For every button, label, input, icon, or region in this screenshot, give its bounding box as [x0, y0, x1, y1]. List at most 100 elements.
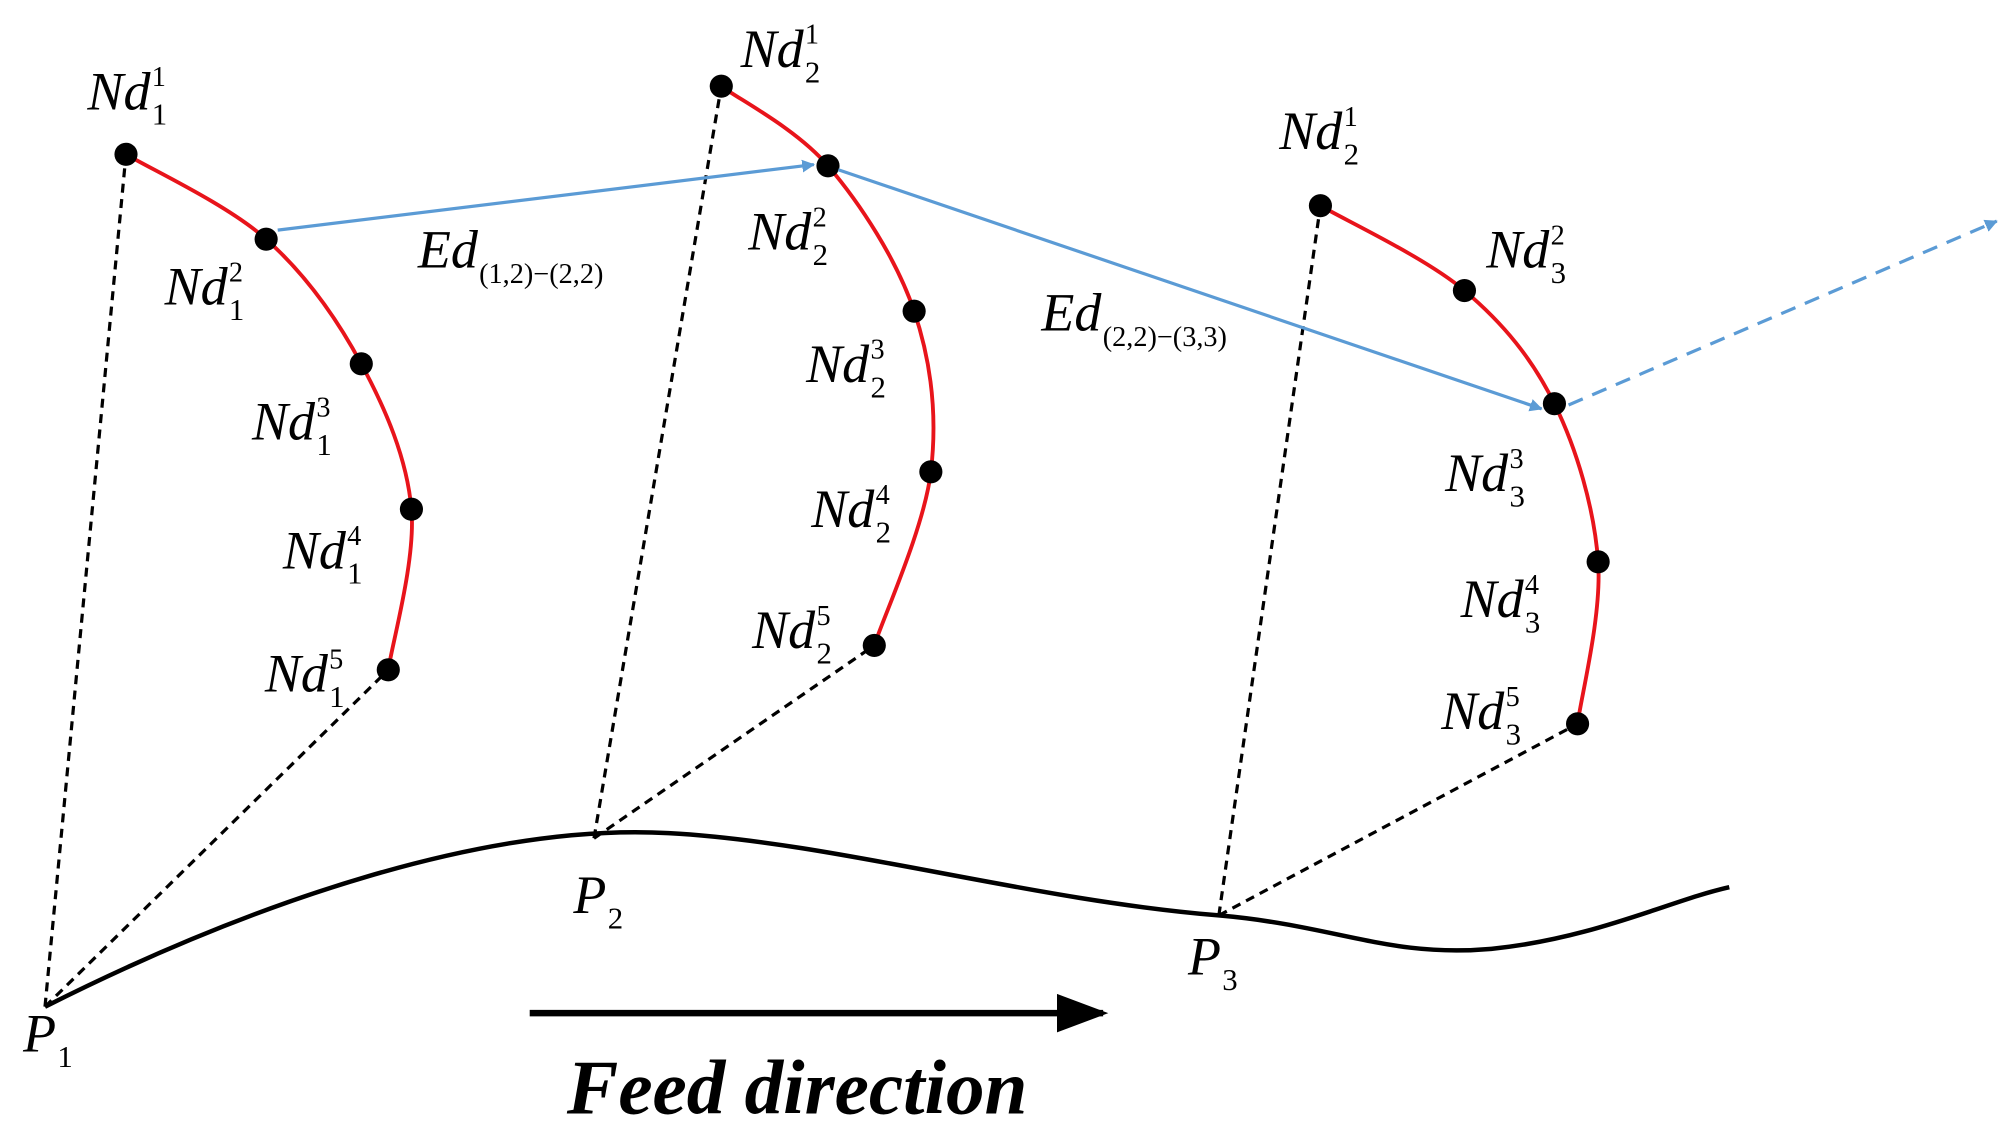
label-sup: 3 [1509, 444, 1523, 475]
label: Ed (1,2)−(2,2) [417, 219, 604, 289]
label-sup: 4 [1525, 570, 1539, 601]
label: Nd 2 3 [1485, 219, 1566, 289]
label-sub: 2 [1344, 138, 1359, 172]
label-base: P [22, 1004, 56, 1064]
label-sup: 3 [316, 393, 330, 424]
node [1586, 550, 1610, 574]
radius-line [43, 154, 128, 1007]
label: Nd 1 2 [1278, 101, 1359, 171]
label: Nd 5 3 [1440, 681, 1521, 751]
label: Nd 5 1 [264, 644, 345, 714]
label-sup: 4 [347, 521, 361, 552]
label-sup: 2 [813, 202, 827, 233]
label: Nd 4 3 [1460, 569, 1541, 639]
label-base: Nd [86, 61, 151, 121]
label: Nd 1 1 [86, 61, 167, 131]
label-sub: 1 [152, 98, 167, 132]
label-sub: 1 [347, 557, 362, 591]
label-sub: (1,2)−(2,2) [479, 259, 603, 290]
node [1308, 194, 1332, 218]
node [1542, 392, 1566, 416]
node [919, 460, 943, 484]
node [399, 497, 423, 521]
node [114, 142, 138, 166]
label-sub: 1 [229, 293, 244, 327]
label-base: Nd [740, 19, 805, 79]
feed-path [43, 830, 1730, 1009]
label-sub: 2 [876, 516, 891, 550]
label: Nd 1 2 [740, 19, 821, 89]
label-base: Ed [417, 219, 479, 279]
label: Nd 3 2 [805, 334, 886, 404]
label: Ed (2,2)−(3,3) [1040, 282, 1227, 352]
label-sub: 3 [1509, 480, 1524, 514]
edge-arrow [837, 168, 1541, 409]
label-base: Nd [751, 600, 816, 660]
label-sub: 1 [316, 428, 331, 462]
label-sub: 3 [1525, 606, 1540, 640]
label-sup: 1 [152, 62, 166, 93]
label-sub: 2 [608, 901, 623, 935]
label: Nd 3 1 [251, 392, 332, 462]
label-base: Nd [1444, 443, 1509, 503]
node [1452, 279, 1476, 303]
radius-line [43, 668, 390, 1008]
radius-line [1218, 722, 1579, 917]
label: Nd 4 1 [282, 520, 363, 590]
footer: Feed direction [566, 1044, 1028, 1130]
label-sup: 5 [1506, 682, 1520, 713]
label-base: Nd [1460, 569, 1525, 629]
radius-line [593, 644, 876, 840]
label: Nd 5 2 [751, 600, 832, 670]
node [862, 633, 886, 657]
label: Nd 2 2 [747, 201, 828, 271]
edge-arrow [277, 165, 814, 232]
label-sup: 2 [229, 258, 243, 289]
label-base: Nd [264, 644, 329, 704]
label: Nd 2 1 [164, 257, 245, 327]
node [376, 658, 400, 682]
label-sup: 3 [870, 335, 884, 366]
label-base: Nd [1485, 219, 1550, 279]
label-sup: 4 [876, 480, 890, 511]
label: Nd 4 2 [810, 479, 891, 549]
radius-line [592, 85, 723, 839]
label-sub: 2 [870, 370, 885, 404]
label-sub: 2 [805, 55, 820, 89]
label-sub: 2 [816, 636, 831, 670]
node [816, 154, 840, 178]
label-sub: 1 [57, 1040, 72, 1074]
label-base: P [1187, 927, 1221, 987]
label-base: P [572, 865, 606, 925]
label-base: Nd [164, 257, 229, 317]
label-sub: 1 [329, 680, 344, 714]
node [709, 74, 733, 98]
label-base: Nd [1440, 681, 1505, 741]
label-sub: 3 [1551, 256, 1566, 290]
label-base: Nd [282, 520, 347, 580]
label-base: Nd [251, 392, 316, 452]
label-base: Ed [1040, 282, 1102, 342]
edge-arrow-dashed [1567, 221, 1997, 407]
label-sup: 1 [1344, 102, 1358, 133]
node [1566, 712, 1590, 736]
label-sub: (2,2)−(3,3) [1103, 322, 1227, 353]
label-sup: 5 [816, 601, 830, 632]
label-sup: 1 [805, 20, 819, 51]
radius-line [1217, 205, 1323, 916]
label-sup: 5 [329, 645, 343, 676]
label-base: Nd [747, 201, 812, 261]
label-sub: 3 [1506, 717, 1521, 751]
node [349, 352, 373, 376]
node [902, 299, 926, 323]
label-sub: 3 [1222, 963, 1237, 997]
node [254, 227, 278, 251]
label-base: Nd [805, 334, 870, 394]
label-base: Nd [1278, 101, 1343, 161]
label-sup: 2 [1551, 220, 1565, 251]
label-sub: 2 [813, 238, 828, 272]
